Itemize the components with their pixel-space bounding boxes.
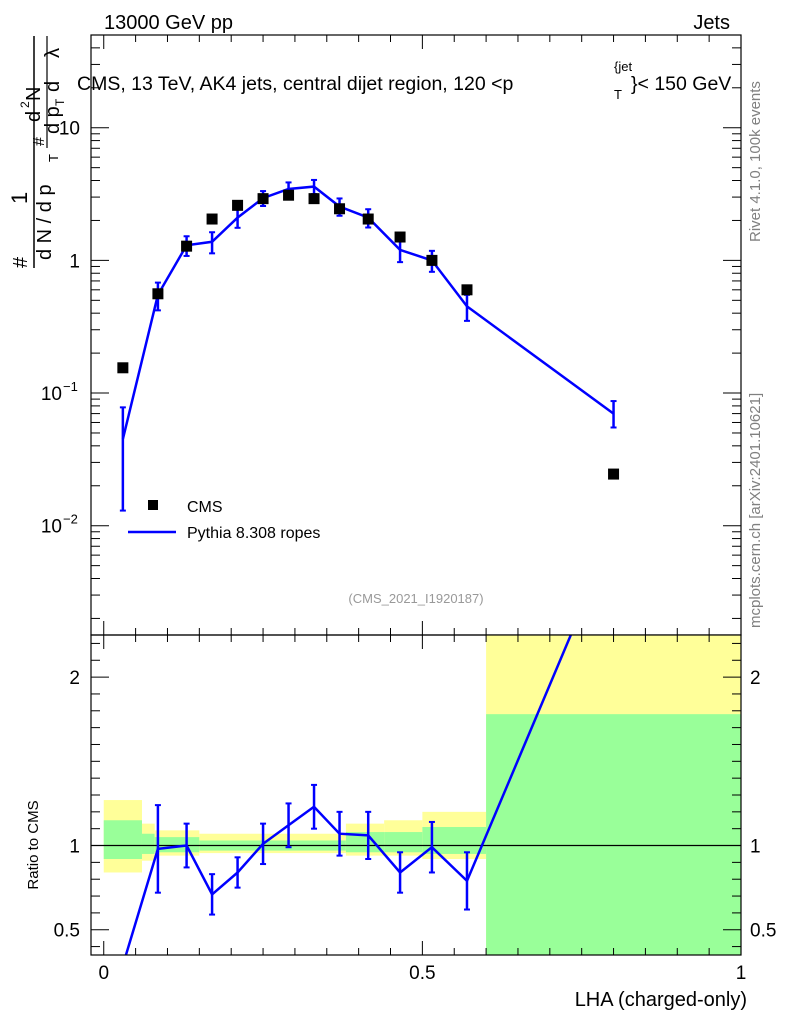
x-tick-label: 1: [736, 963, 747, 984]
side-label-top: Rivet 4.1.0, 100k events: [747, 81, 764, 242]
ratio-y-tick-label-left: 0.5: [54, 921, 80, 942]
ratio-y-tick-label-right: 0.5: [750, 921, 776, 942]
y-tick-label-exponent: −2: [63, 512, 78, 527]
x-tick-label: 0.5: [409, 963, 435, 984]
uncertainty-band-green: [345, 832, 385, 853]
ratio-frame: [90, 634, 742, 956]
y-tick-label: 10: [59, 119, 80, 140]
uncertainty-band-green: [141, 833, 155, 854]
svg-text:λ: λ: [42, 48, 64, 58]
svg-text:2: 2: [18, 101, 32, 108]
y-tick-label: 10: [41, 384, 62, 405]
ratio-y-tick-label-right: 1: [750, 837, 761, 858]
plot-title-end: }< 150 GeV: [631, 73, 731, 95]
svg-text:d: d: [23, 111, 45, 122]
plot-title-sub: T: [614, 87, 622, 102]
legend: CMS Pythia 8.308 ropes: [128, 499, 320, 542]
svg-text:1: 1: [7, 192, 32, 204]
analysis-id: (CMS_2021_I1920187): [348, 591, 483, 606]
cms-data-point: [257, 193, 269, 205]
svg-text:T: T: [46, 154, 61, 162]
svg-text:#: #: [10, 256, 32, 268]
cms-data-point: [206, 213, 218, 225]
cms-data-point: [232, 199, 244, 211]
svg-text:T: T: [53, 98, 67, 106]
legend-label-cms: CMS: [187, 499, 223, 516]
ratio-pythia-line: [124, 635, 573, 955]
header-left: 13000 GeV pp: [104, 12, 233, 34]
x-axis-label: LHA (charged-only): [575, 989, 747, 1011]
cms-data-point: [461, 284, 473, 296]
uncertainty-band-green: [384, 832, 423, 853]
cms-data-point: [117, 362, 129, 374]
uncertainty-band-green: [154, 837, 200, 853]
ratio-panel: 0.5 0.51 12 20 0.5 1: [54, 634, 776, 984]
legend-label-pythia: Pythia 8.308 ropes: [187, 525, 320, 542]
ratio-y-tick-label-left: 1: [69, 837, 80, 858]
uncertainty-band-green: [103, 820, 142, 859]
ratio-y-tick-label-right: 2: [750, 668, 761, 689]
uncertainty-band-green: [486, 714, 741, 955]
plot-title: CMS, 13 TeV, AK4 jets, central dijet reg…: [77, 73, 513, 95]
ratio-y-tick-label-left: 2: [69, 668, 80, 689]
y-tick-label-exponent: −1: [63, 379, 78, 394]
cms-data-point: [152, 288, 164, 300]
cms-data-point: [283, 189, 295, 201]
cms-data-point: [334, 203, 346, 215]
y-tick-label: 10: [41, 517, 62, 538]
svg-text:d: d: [42, 81, 64, 92]
cms-data-point: [362, 213, 374, 225]
svg-text:N: N: [23, 87, 45, 101]
y-tick-label: 1: [69, 251, 80, 272]
cms-data-point: [608, 468, 620, 480]
side-label-bottom: mcplots.cern.ch [arXiv:2401.10621]: [747, 393, 764, 628]
cms-data-point: [308, 193, 320, 205]
ratio-y-axis-label: Ratio to CMS: [25, 800, 42, 889]
plot-title-sup: {jet: [614, 59, 632, 74]
cms-data-point: [181, 240, 193, 252]
main-y-axis-label: # 1 d N / d p T # d p T d 2 N d λ: [7, 36, 67, 268]
main-frame: [90, 34, 742, 636]
cms-data-point: [394, 231, 406, 243]
x-tick-label: 0: [98, 963, 109, 984]
svg-text:#: #: [31, 137, 48, 146]
cms-data-point: [426, 254, 438, 266]
header-right: Jets: [693, 12, 730, 34]
legend-marker-cms: [148, 500, 158, 510]
svg-text:d N / d p: d N / d p: [34, 184, 56, 260]
